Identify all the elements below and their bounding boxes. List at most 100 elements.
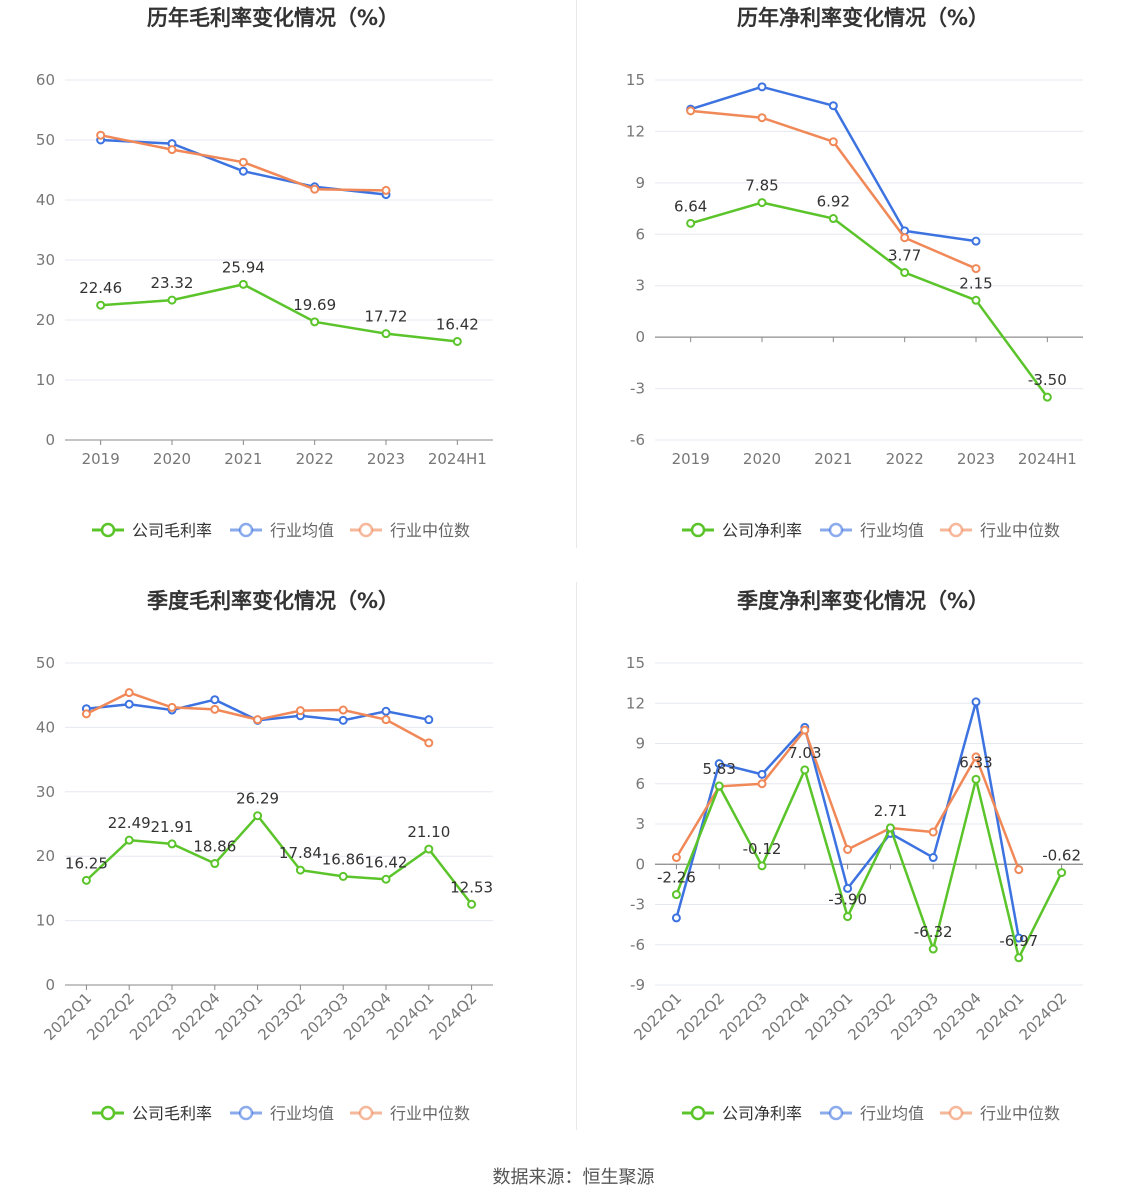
data-point-median xyxy=(1014,865,1024,875)
y-tick-label: -6 xyxy=(630,431,645,449)
y-tick-label: -3 xyxy=(630,380,645,398)
legend-marker-icon xyxy=(100,1105,116,1121)
data-point-company xyxy=(843,912,853,922)
x-tick-label: 2021 xyxy=(224,450,262,468)
data-point-company xyxy=(714,781,724,791)
data-point-company xyxy=(96,300,106,310)
y-tick-label: 9 xyxy=(635,174,645,192)
legend-marker-icon xyxy=(358,1105,374,1121)
data-point-median xyxy=(238,157,248,167)
data-label: -3.90 xyxy=(828,891,867,909)
data-point-median xyxy=(253,715,263,725)
y-tick-label: 6 xyxy=(635,775,645,793)
legend-label: 行业中位数 xyxy=(980,521,1060,540)
data-label: 2.15 xyxy=(959,274,992,292)
data-label: 19.69 xyxy=(293,296,336,314)
series-line-company xyxy=(675,766,1063,962)
chart-panel-annual-gross: 历年毛利率变化情况（%） 0 10 20 30 40 50 60 2019 2020 2021 202… xyxy=(0,0,573,560)
y-tick-label: 12 xyxy=(626,122,645,140)
data-point-median xyxy=(686,106,696,116)
data-point-company xyxy=(1057,868,1067,878)
data-label: -0.12 xyxy=(743,840,782,858)
data-point-median xyxy=(757,113,767,123)
y-tick-label: 0 xyxy=(45,431,55,449)
legend-label: 行业中位数 xyxy=(390,1104,470,1123)
data-label: 5.83 xyxy=(702,760,735,778)
data-label: 22.46 xyxy=(79,279,122,297)
data-point-avg xyxy=(338,715,348,725)
data-point-company xyxy=(671,890,681,900)
data-point-median xyxy=(81,709,91,719)
data-point-company xyxy=(885,823,895,833)
data-point-company xyxy=(800,765,810,775)
chart-annual-gross-margin: 历年毛利率变化情况（%） 0 10 20 30 40 50 60 2019 2020 2021 202… xyxy=(36,6,493,540)
data-label: 3.77 xyxy=(888,247,921,265)
data-point-median xyxy=(381,715,391,725)
data-point-median xyxy=(210,704,220,714)
y-tick-label: 30 xyxy=(36,783,55,801)
legend-item-avg: 行业均值 xyxy=(230,1104,334,1123)
data-point-company xyxy=(81,875,91,885)
legend-marker-icon xyxy=(100,522,116,538)
data-point-company xyxy=(1042,392,1052,402)
data-point-avg xyxy=(381,706,391,716)
chart-quarterly-net-margin: 季度净利率变化情况（%）-9-6-3036912152022Q12022Q220… xyxy=(626,589,1083,1123)
legend-label: 公司毛利率 xyxy=(132,1104,212,1123)
legend-marker-icon xyxy=(828,1105,844,1121)
chart-title: 历年净利率变化情况（%） xyxy=(737,6,989,30)
data-source-footer: 数据来源：恒生聚源 xyxy=(492,1167,655,1188)
chart-panel-quarterly-net: 季度净利率变化情况（%） -9 -6 -3 0 3 6 9 12 15 2022Q1 2022Q2 20… xyxy=(580,583,1147,1143)
data-point-company xyxy=(900,268,910,278)
data-label: 23.32 xyxy=(151,274,194,292)
x-tick-label: 2021 xyxy=(814,450,852,468)
y-tick-label: 30 xyxy=(36,251,55,269)
data-label: 18.86 xyxy=(193,838,236,856)
y-tick-label: 40 xyxy=(36,718,55,736)
data-label: 7.03 xyxy=(788,744,821,762)
y-tick-label: 20 xyxy=(36,847,55,865)
data-label: 21.10 xyxy=(407,823,450,841)
legend-item-company: 公司毛利率 xyxy=(92,521,212,540)
data-point-avg xyxy=(928,853,938,863)
data-point-median xyxy=(843,844,853,854)
x-tick-label: 2019 xyxy=(672,450,710,468)
data-point-company xyxy=(686,218,696,228)
chart-panel-annual-net: 历年净利率变化情况（%） -6 -3 0 3 6 9 12 15 2019 2020 2021 2022… xyxy=(580,0,1147,560)
data-point-avg xyxy=(843,883,853,893)
legend-label: 公司毛利率 xyxy=(132,521,212,540)
y-tick-label: 0 xyxy=(635,855,645,873)
y-tick-label: 6 xyxy=(635,225,645,243)
legend-marker-icon xyxy=(948,522,964,538)
data-point-median xyxy=(338,705,348,715)
legend-label: 公司净利率 xyxy=(722,1104,802,1123)
x-tick-label: 2024H1 xyxy=(1018,450,1077,468)
legend-item-median: 行业中位数 xyxy=(350,521,470,540)
legend-item-avg: 行业均值 xyxy=(820,1104,924,1123)
y-tick-label: 50 xyxy=(36,654,55,672)
x-tick-label: 2020 xyxy=(743,450,781,468)
data-point-company xyxy=(310,317,320,327)
data-point-company xyxy=(167,839,177,849)
data-point-company xyxy=(210,859,220,869)
y-tick-label: 3 xyxy=(635,815,645,833)
data-label: 16.42 xyxy=(436,315,479,333)
data-point-avg xyxy=(238,166,248,176)
data-point-company xyxy=(828,214,838,224)
data-label: 6.64 xyxy=(674,197,707,215)
data-label: 2.71 xyxy=(874,802,907,820)
data-point-median xyxy=(424,738,434,748)
x-tick-label: 2019 xyxy=(82,450,120,468)
data-point-avg xyxy=(424,715,434,725)
legend-marker-icon xyxy=(358,522,374,538)
legend-item-company: 公司净利率 xyxy=(682,521,802,540)
legend-item-avg: 行业均值 xyxy=(230,521,334,540)
series-line-company xyxy=(690,201,1049,398)
data-point-company xyxy=(757,198,767,208)
data-point-company xyxy=(253,811,263,821)
data-point-median xyxy=(971,752,981,762)
legend-label: 行业中位数 xyxy=(390,521,470,540)
data-label: 25.94 xyxy=(222,258,265,276)
x-tick-label: 2024Q2 xyxy=(1016,989,1071,1044)
legend-item-company: 公司净利率 xyxy=(682,1104,802,1123)
data-label: 16.42 xyxy=(365,853,408,871)
